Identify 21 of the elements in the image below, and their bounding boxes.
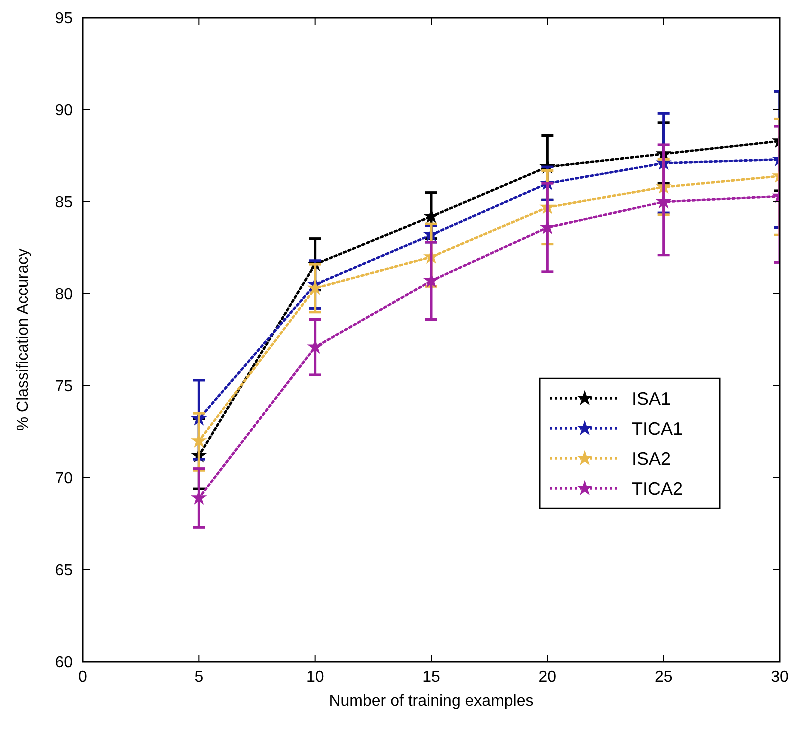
x-tick-label: 20 [538, 669, 557, 686]
y-tick-label: 85 [55, 194, 74, 212]
legend-label: TICA1 [632, 418, 684, 439]
x-tick-label: 30 [771, 669, 789, 686]
y-tick-label: 60 [55, 654, 74, 672]
x-tick-label: 25 [654, 669, 673, 686]
x-tick-label: 15 [422, 669, 440, 686]
x-tick-label: 10 [306, 669, 324, 686]
y-tick-label: 80 [55, 286, 74, 304]
x-axis-title: Number of training examples [329, 693, 534, 710]
legend-label: ISA2 [632, 448, 672, 469]
x-tick-label: 0 [78, 669, 88, 686]
y-tick-label: 70 [55, 470, 74, 488]
legend-label: ISA1 [632, 388, 672, 409]
y-tick-label: 75 [55, 378, 74, 396]
y-tick-label: 90 [55, 102, 74, 120]
y-axis-title: % Classification Accuracy [15, 248, 32, 432]
x-tick-label: 5 [194, 669, 204, 686]
legend-label: TICA2 [632, 478, 684, 499]
y-tick-label: 65 [55, 562, 74, 580]
y-tick-label: 95 [55, 10, 74, 28]
